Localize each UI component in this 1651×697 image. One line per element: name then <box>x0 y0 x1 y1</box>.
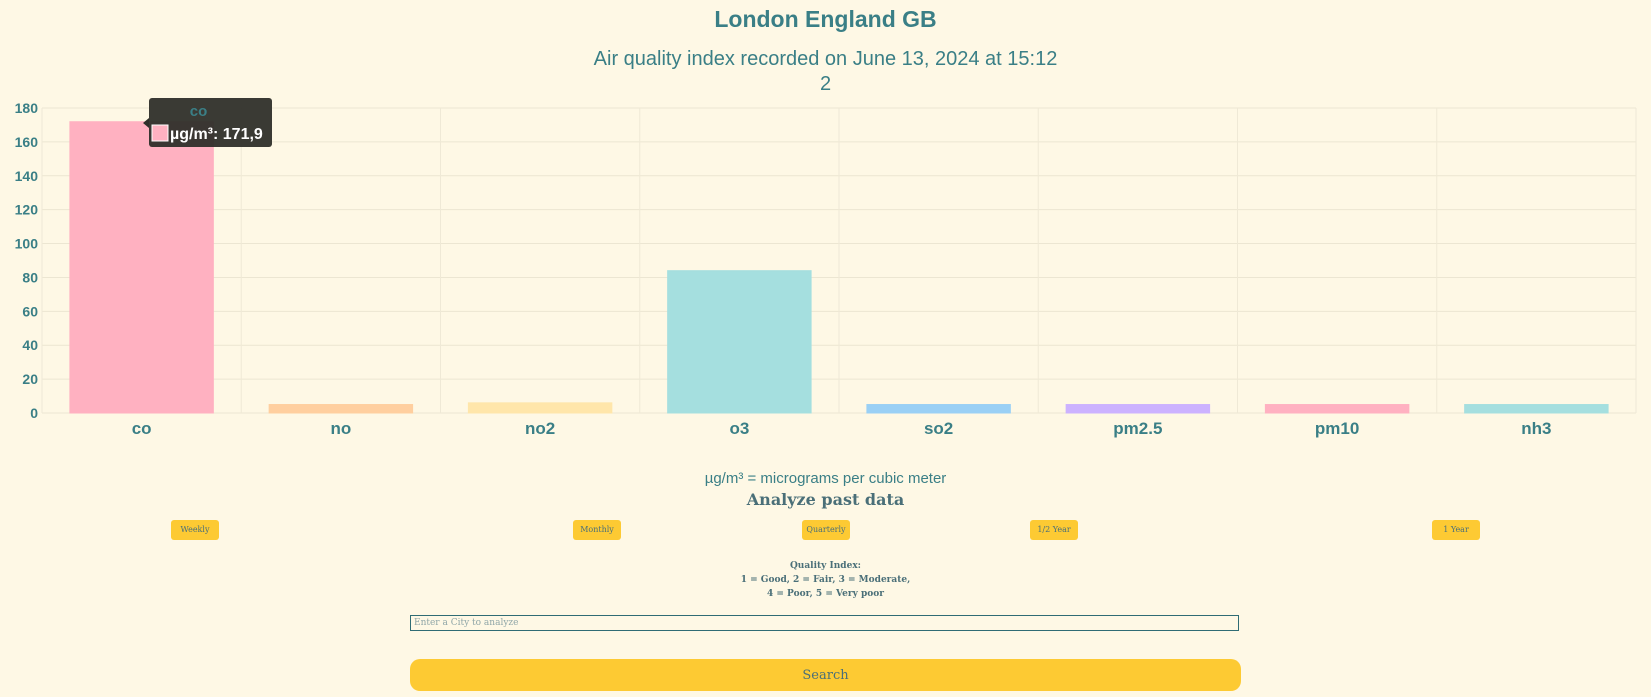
bar-o3 <box>667 270 812 414</box>
tooltip-title: co <box>190 103 208 120</box>
x-tick-label: pm2.5 <box>1113 419 1162 438</box>
analyze-heading: Analyze past data <box>746 490 905 509</box>
monthly-button[interactable]: Monthly <box>573 520 621 540</box>
air-quality-bar-chart: 0 20 40 60 80 100 120 140 160 180 co no no2 o3 so2 pm2.… <box>15 98 1637 438</box>
quality-index-line: 4 = Poor, 5 = Very poor <box>766 589 885 599</box>
y-tick-label: 120 <box>15 202 39 218</box>
quality-index-legend: Quality Index: 1 = Good, 2 = Fair, 3 = M… <box>0 559 1651 601</box>
subtitle-aqi-value: 2 <box>819 73 832 95</box>
y-tick-label: 80 <box>22 269 38 285</box>
x-tick-label: no <box>330 419 351 438</box>
quarterly-button[interactable]: Quarterly <box>802 520 850 540</box>
bar-pm2.5 <box>1065 404 1211 414</box>
weekly-button[interactable]: Weekly <box>171 520 219 540</box>
x-tick-label: o3 <box>729 419 749 438</box>
y-tick-label: 180 <box>15 100 39 116</box>
y-tick-label: 100 <box>15 236 39 252</box>
y-tick-label: 20 <box>22 371 38 387</box>
tooltip-label: µg/m³: 171,9 <box>170 126 263 143</box>
bar-no2 <box>467 402 613 414</box>
city-title: London England GB <box>714 6 937 32</box>
y-tick-label: 0 <box>30 405 38 421</box>
x-tick-label: nh3 <box>1521 419 1551 438</box>
bar-co <box>69 121 214 414</box>
tooltip-swatch <box>151 124 169 142</box>
search-button[interactable]: Search <box>410 659 1241 691</box>
y-tick-label: 140 <box>15 168 39 184</box>
bar-so2 <box>866 404 1011 414</box>
y-tick-label: 160 <box>15 134 39 150</box>
quality-index-line: 1 = Good, 2 = Fair, 3 = Moderate, <box>740 575 911 585</box>
x-tick-label: no2 <box>525 419 555 438</box>
quality-index-heading: Quality Index: <box>789 561 862 571</box>
half-year-button[interactable]: 1/2 Year <box>1030 520 1078 540</box>
bar-nh3 <box>1464 404 1609 414</box>
x-tick-label: so2 <box>924 419 953 438</box>
y-tick-label: 60 <box>22 303 38 319</box>
y-tick-label: 40 <box>22 337 38 353</box>
tooltip-box <box>149 98 272 147</box>
bar-no <box>268 404 414 414</box>
x-tick-label: co <box>132 419 152 438</box>
x-tick-label: pm10 <box>1315 419 1359 438</box>
one-year-button[interactable]: 1 Year <box>1432 520 1480 540</box>
city-search-input[interactable] <box>410 615 1239 631</box>
subtitle-timestamp: Air quality index recorded on June 13, 2… <box>593 48 1058 70</box>
tooltip-caret <box>143 118 149 128</box>
bar-pm10 <box>1264 404 1410 414</box>
chart-subtitle: Air quality index recorded on June 13, 2… <box>0 47 1651 97</box>
unit-note: µg/m³ = micrograms per cubic meter <box>704 470 947 487</box>
